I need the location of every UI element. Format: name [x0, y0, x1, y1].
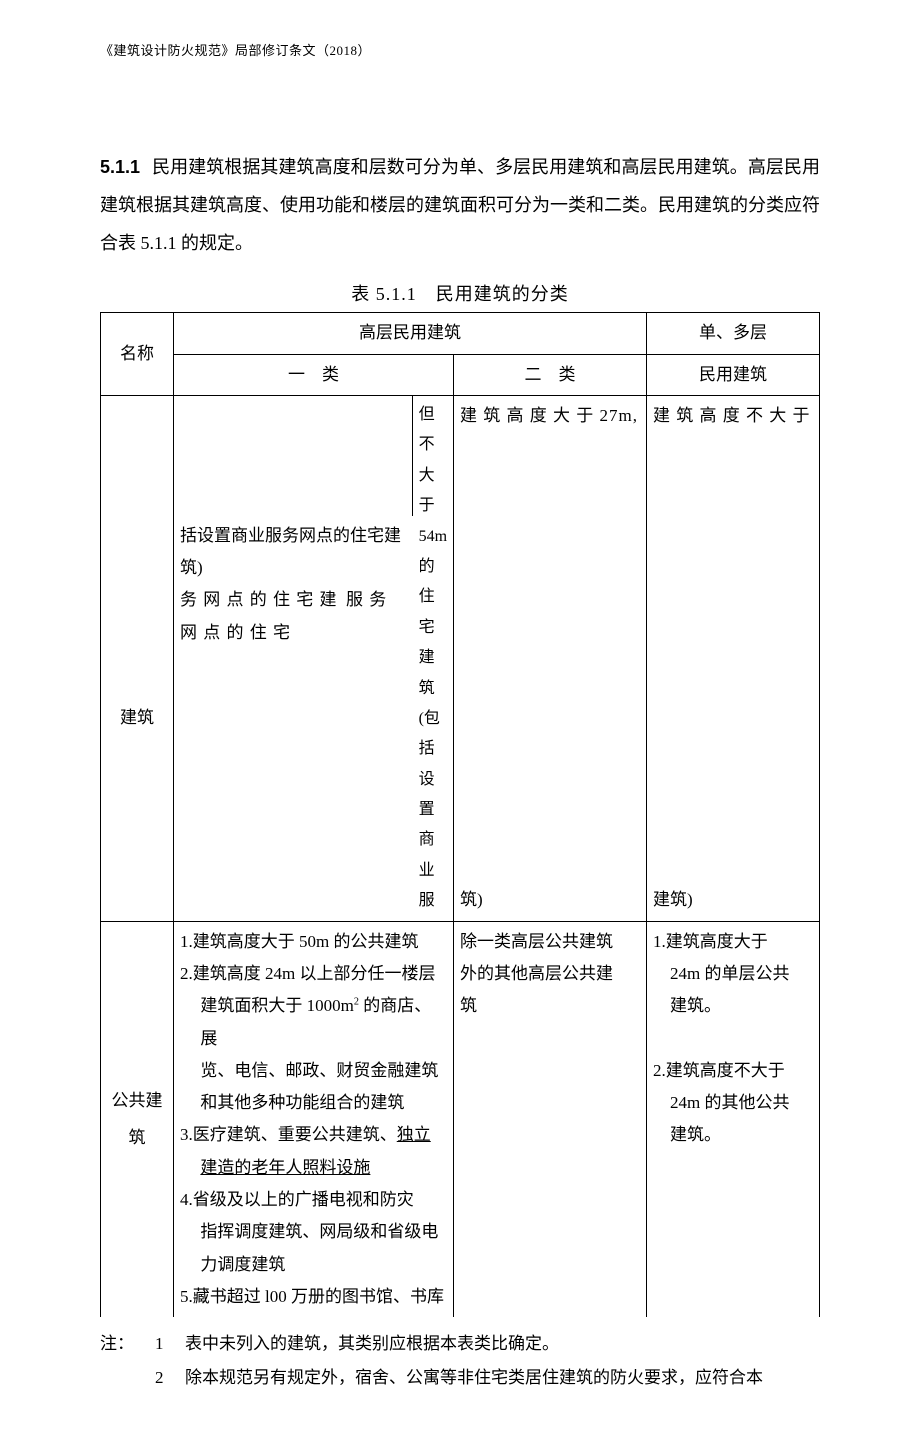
cell-res-c3-top: 建 筑 高 度 不 大 于 [647, 395, 820, 515]
note-2-idx: 2 [155, 1361, 185, 1395]
pub-c3-2b: 24m 的其他公共 [653, 1093, 789, 1112]
pub-c1-item4b: 指挥调度建筑、网局级和省级电 [180, 1216, 447, 1248]
cell-res-c2-top: 建 筑 高 度 大 于 27m, [454, 395, 647, 515]
row-residential-top: 但不大于54m的住宅建筑(包括设置商业服 建 筑 高 度 大 于 27m, 建 … [101, 395, 820, 515]
cell-res-c1-b: 务 网 点 的 住 宅 建 [180, 590, 338, 609]
pub-c1-item1: 1.建筑高度大于 50m 的公共建筑 [180, 926, 447, 958]
pub-c1-item2c: 览、电信、邮政、财贸金融建筑 [180, 1055, 447, 1087]
col-lowrise-header-top: 单、多层 [647, 313, 820, 354]
pub-c1-item2a: 2.建筑高度 24m 以上部分任一楼层 [180, 958, 447, 990]
pub-c3-2c: 建筑。 [653, 1125, 721, 1144]
note-row-2: 2 除本规范另有规定外，宿舍、公寓等非住宅类居住建筑的防火要求，应符合本 [100, 1361, 820, 1395]
row-residential-main: 建筑 括设置商业服务网点的住宅建筑) 务 网 点 的 住 宅 建 服 务 网 点… [101, 516, 820, 922]
document-page: 《建筑设计防火规范》局部修订条文（2018） 5.1.1民用建筑根据其建筑高度和… [0, 0, 920, 1435]
note-row-1: 注： 1 表中未列入的建筑，其类别应根据本表类比确定。 [100, 1327, 820, 1361]
pub-c1-item2b: 建筑面积大于 1000m2 的商店、展 [180, 990, 447, 1055]
note-1-text: 表中未列入的建筑，其类别应根据本表类比确定。 [185, 1327, 820, 1361]
cell-res-c2-vertical: 但不大于54m的住宅建筑(包括设置商业服 [412, 395, 453, 921]
table-header-row-2: 一 类 二 类 民用建筑 [101, 354, 820, 395]
pub-c2-a: 除一类高层公共建筑 [460, 932, 613, 951]
pub-c1-item4a: 4.省级及以上的广播电视和防灾 [180, 1184, 447, 1216]
clause-number: 5.1.1 [100, 157, 140, 177]
note-label: 注： [100, 1327, 155, 1361]
table-notes: 注： 1 表中未列入的建筑，其类别应根据本表类比确定。 2 除本规范另有规定外，… [100, 1327, 820, 1395]
pub-c2-b: 外的其他高层公共建 [460, 964, 613, 983]
cell-res-label-blank [101, 395, 174, 515]
col-class1-header: 一 类 [174, 354, 454, 395]
cell-res-c1: 括设置商业服务网点的住宅建筑) 务 网 点 的 住 宅 建 服 务 网 点 的 … [174, 516, 413, 922]
cell-res-c2-bot: 筑) [454, 516, 647, 922]
table-title: 表 5.1.1 民用建筑的分类 [100, 280, 820, 306]
pub-c1-item4c: 力调度建筑 [180, 1249, 447, 1281]
cell-res-label: 建筑 [101, 516, 174, 922]
clause-paragraph: 5.1.1民用建筑根据其建筑高度和层数可分为单、多层民用建筑和高层民用建筑。高层… [100, 149, 820, 262]
pub-c1-item5: 5.藏书超过 l00 万册的图书馆、书库 [180, 1281, 447, 1313]
clause-text: 民用建筑根据其建筑高度和层数可分为单、多层民用建筑和高层民用建筑。高层民用建筑根… [100, 157, 820, 253]
cell-pub-c1: 1.建筑高度大于 50m 的公共建筑 2.建筑高度 24m 以上部分任一楼层 建… [174, 921, 454, 1317]
pub-c1-item2d: 和其他多种功能组合的建筑 [180, 1087, 447, 1119]
col-name-header: 名称 [101, 313, 174, 396]
classification-table: 名称 高层民用建筑 单、多层 一 类 二 类 民用建筑 但不大于54m的住宅建筑… [100, 312, 820, 1317]
col-highrise-header: 高层民用建筑 [174, 313, 647, 354]
pub-c3-1c: 建筑。 [653, 996, 721, 1015]
cell-res-c3-bot: 建筑) [647, 516, 820, 922]
cell-pub-c2: 除一类高层公共建筑 外的其他高层公共建 筑 [454, 921, 647, 1317]
pub-c1-item3b: 建造的老年人照料设施 [180, 1152, 447, 1184]
pub-c3-1b: 24m 的单层公共 [653, 964, 789, 983]
pub-c1-item3a: 3.医疗建筑、重要公共建筑、独立 [180, 1119, 447, 1151]
note-2-text: 除本规范另有规定外，宿舍、公寓等非住宅类居住建筑的防火要求，应符合本 [185, 1361, 820, 1395]
note-label-blank [100, 1361, 155, 1395]
col-class2-header: 二 类 [454, 354, 647, 395]
note-1-idx: 1 [155, 1327, 185, 1361]
pub-c3-2a: 2.建筑高度不大于 [653, 1061, 785, 1080]
col-lowrise-header-bot: 民用建筑 [647, 354, 820, 395]
pub-c1-item3-underline: 独立 [397, 1125, 431, 1144]
row-public: 公共建筑 1.建筑高度大于 50m 的公共建筑 2.建筑高度 24m 以上部分任… [101, 921, 820, 1317]
cell-res-c1-a: 括设置商业服务网点的住宅建筑) [180, 526, 401, 577]
pub-c3-1a: 1.建筑高度大于 [653, 932, 768, 951]
cell-pub-label: 公共建筑 [101, 921, 174, 1317]
cell-pub-c3: 1.建筑高度大于 24m 的单层公共 建筑。 2.建筑高度不大于 24m 的其他… [647, 921, 820, 1317]
pub-c2-c: 筑 [460, 996, 477, 1015]
cell-res-c1-blank [174, 395, 413, 515]
page-header: 《建筑设计防火规范》局部修订条文（2018） [100, 40, 820, 59]
table-header-row-1: 名称 高层民用建筑 单、多层 [101, 313, 820, 354]
